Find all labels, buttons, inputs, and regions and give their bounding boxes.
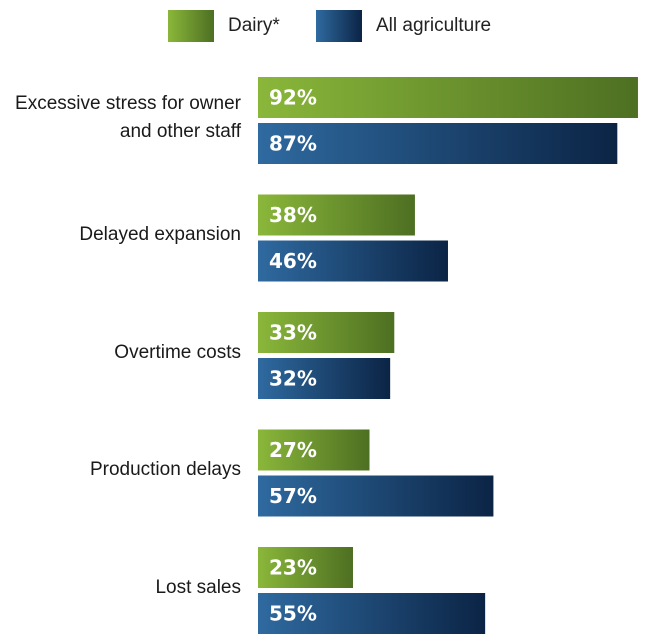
bar-dairy-4 [258,429,370,471]
bar-dairy-3 [258,312,395,353]
category-label-line: Production delays [89,459,241,480]
legend-label-dairy: Dairy* [228,15,280,36]
legend-swatch-all-agriculture [316,10,362,42]
legend-label-all-agriculture: All agriculture [376,15,492,36]
bar-dairy-2 [258,194,415,236]
value-label-dairy-3: 33% [269,321,317,345]
legend-swatch-dairy [168,10,214,42]
bar-all-agriculture-5 [258,593,486,634]
value-label-all-agriculture-3: 32% [269,367,317,391]
category-label-2: Delayed expansion [79,221,241,249]
bar-dairy-1 [258,77,638,118]
value-label-all-agriculture-1: 87% [269,132,317,156]
bar-all-agriculture-1 [258,123,618,164]
value-label-dairy-1: 92% [269,86,317,110]
category-label-line: Delayed expansion [79,224,241,245]
value-label-all-agriculture-5: 55% [269,602,317,626]
value-label-all-agriculture-4: 57% [269,484,317,508]
bar-all-agriculture-4 [258,475,494,517]
value-label-all-agriculture-2: 46% [269,249,317,273]
category-label-line: Overtime costs [114,341,241,363]
category-label-4: Production delays [90,456,241,484]
value-label-dairy-5: 23% [269,556,317,580]
legend-item-all-agriculture: All agriculture [316,9,491,43]
legend-item-dairy: Dairy* [168,9,280,43]
value-label-dairy-2: 38% [269,203,317,227]
category-label-3: Overtime costs [114,339,241,367]
category-label-line: Lost sales [155,576,241,598]
category-label-line: and other staff [119,120,241,142]
category-label-line: Excessive stress for owner [15,92,241,114]
bar-dairy-5 [258,547,353,588]
bar-all-agriculture-2 [258,240,448,282]
category-label-5: Lost sales [155,574,241,602]
value-label-dairy-4: 27% [269,438,317,462]
category-label-1: Excessive stress for owner and other staf… [15,90,241,146]
bar-all-agriculture-3 [258,358,391,399]
